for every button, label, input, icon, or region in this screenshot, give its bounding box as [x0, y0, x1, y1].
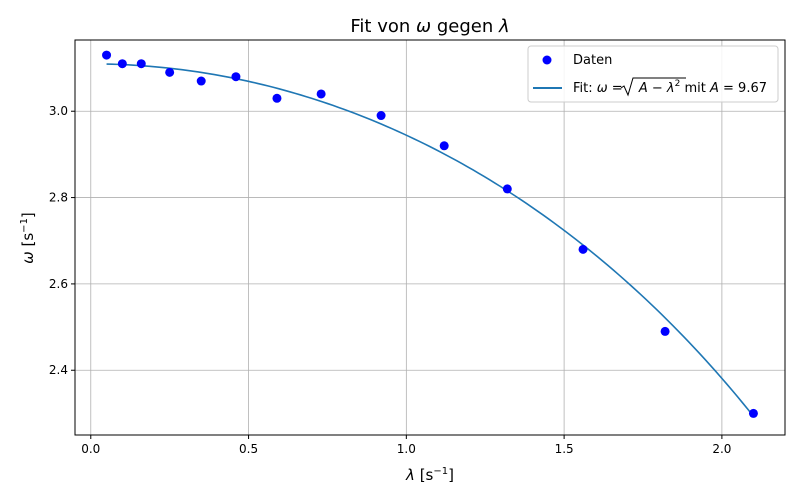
data-point-0: [102, 50, 112, 60]
data-point-4: [196, 76, 206, 86]
legend-fit-text: Fit: ω = A − λ2 mit A = 9.67: [573, 79, 767, 96]
y-tick-label-2: 2.8: [49, 191, 68, 205]
data-point-13: [748, 408, 758, 418]
grid: [75, 40, 785, 435]
data-point-7: [316, 89, 326, 99]
y-axis-label: ω [s−1]: [19, 212, 37, 264]
x-tick-label-4: 2.0: [712, 442, 731, 456]
legend: Daten Fit: ω = A − λ2 mit A = 9.67: [527, 45, 779, 103]
x-tick-label-0: 0.0: [81, 442, 100, 456]
legend-sqrt-sign: [620, 77, 686, 97]
data-point-1: [117, 59, 127, 69]
data-point-5: [231, 72, 241, 82]
fit-curve: [106, 63, 755, 417]
data-points-layer: [102, 50, 758, 418]
y-tick-label-0: 2.4: [49, 363, 68, 377]
x-axis-label: λ [s−1]: [405, 466, 454, 484]
legend-marker-daten: [542, 55, 552, 65]
legend-label-fit: Fit: ω = A − λ2 mit A = 9.67: [573, 77, 767, 97]
data-point-12: [660, 326, 670, 336]
plot-frame: [74, 39, 786, 436]
data-point-9: [439, 141, 449, 151]
legend-label-daten: Daten: [573, 53, 612, 68]
x-tick-label-2: 1.0: [397, 442, 416, 456]
x-tick-label-1: 0.5: [239, 442, 258, 456]
axes: [71, 39, 786, 439]
tick-labels: 0.0 0.5 1.0 1.5 2.0 2.4 2.6 2.8 3.0: [49, 104, 732, 456]
data-point-3: [165, 67, 175, 77]
legend-box: [527, 45, 779, 103]
y-tick-label-3: 3.0: [49, 104, 68, 118]
y-tick-label-1: 2.6: [49, 277, 68, 291]
chart-title: Fit von ω gegen λ: [350, 16, 509, 37]
x-tick-label-3: 1.5: [555, 442, 574, 456]
data-point-11: [578, 244, 588, 254]
fit-curve-layer: [106, 63, 755, 417]
data-point-2: [136, 59, 146, 69]
data-point-8: [376, 111, 386, 121]
data-point-10: [502, 184, 512, 194]
data-point-6: [272, 93, 282, 103]
